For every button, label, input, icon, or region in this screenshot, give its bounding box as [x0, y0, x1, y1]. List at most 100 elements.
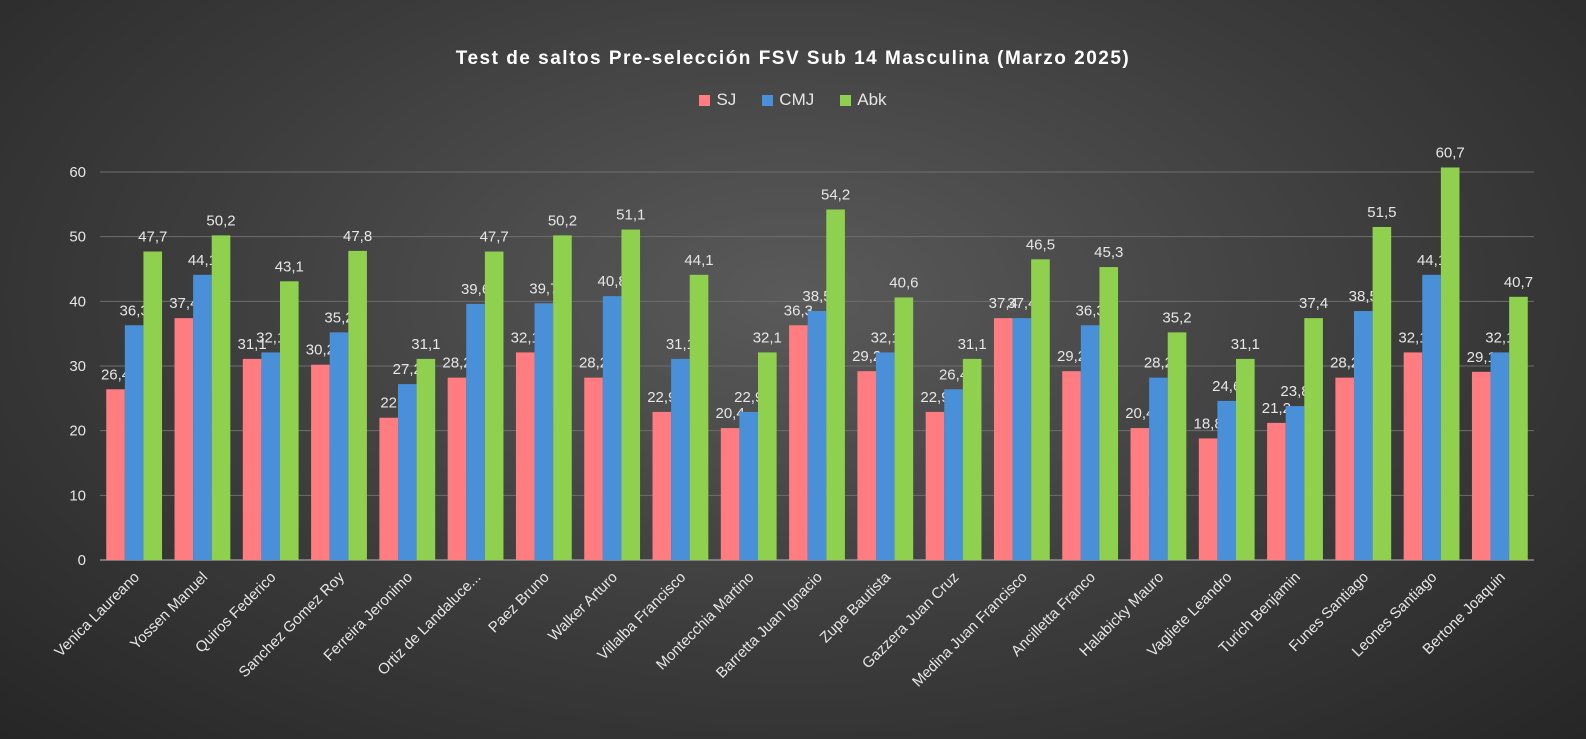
data-label-abk-18: 51,5: [1367, 204, 1396, 221]
x-tick-label-0: Venica Laureano: [51, 569, 143, 661]
bar-cmj-14[interactable]: [1080, 325, 1100, 560]
data-label-abk-3: 47,8: [343, 228, 372, 245]
bar-abk-20[interactable]: [1509, 296, 1528, 560]
bar-abk-18[interactable]: [1372, 226, 1392, 560]
bar-abk-12[interactable]: [962, 358, 982, 560]
data-label-abk-1: 50,2: [206, 212, 235, 229]
bar-abk-4[interactable]: [416, 358, 436, 560]
data-label-cmj-17: 23,8: [1280, 383, 1309, 400]
bar-sj-7[interactable]: [584, 377, 603, 560]
bar-cmj-16[interactable]: [1217, 400, 1237, 560]
bar-cmj-12[interactable]: [944, 389, 963, 560]
data-label-abk-8: 44,1: [684, 252, 713, 269]
legend-label-cmj: CMJ: [779, 90, 815, 109]
bar-sj-19[interactable]: [1403, 352, 1423, 560]
data-label-cmj-13: 37,4: [1007, 295, 1036, 312]
bar-cmj-17[interactable]: [1285, 406, 1305, 560]
bar-sj-2[interactable]: [242, 358, 262, 560]
bar-abk-14[interactable]: [1099, 267, 1119, 560]
bar-sj-1[interactable]: [174, 318, 194, 560]
legend-swatch-cmj: [762, 94, 774, 106]
bar-abk-19[interactable]: [1440, 167, 1460, 560]
data-label-sj-6: 32,1: [511, 329, 540, 346]
data-label-abk-20: 40,7: [1504, 274, 1533, 291]
bar-cmj-10[interactable]: [807, 311, 827, 560]
data-label-sj-11: 29,2: [852, 348, 881, 365]
bar-sj-5[interactable]: [447, 377, 467, 560]
bar-sj-13[interactable]: [993, 318, 1013, 560]
bar-sj-12[interactable]: [925, 411, 945, 560]
bar-cmj-13[interactable]: [1012, 318, 1032, 560]
bar-sj-15[interactable]: [1130, 428, 1150, 560]
bar-abk-8[interactable]: [689, 274, 709, 560]
bar-abk-3[interactable]: [348, 250, 367, 561]
bar-sj-17[interactable]: [1267, 422, 1286, 560]
bar-cmj-0[interactable]: [124, 325, 144, 560]
data-label-abk-14: 45,3: [1094, 244, 1123, 261]
bar-cmj-5[interactable]: [466, 303, 485, 560]
x-tick-label-13: Medina Juan Francisco: [909, 569, 1031, 691]
bar-sj-6[interactable]: [515, 352, 535, 560]
data-label-sj-1: 37,4: [169, 295, 198, 312]
bar-cmj-9[interactable]: [739, 411, 759, 560]
bar-cmj-20[interactable]: [1490, 352, 1510, 560]
bar-sj-9[interactable]: [720, 428, 740, 560]
bar-cmj-7[interactable]: [602, 296, 622, 560]
bar-sj-0[interactable]: [106, 389, 125, 560]
bar-abk-10[interactable]: [826, 209, 845, 561]
bar-abk-7[interactable]: [621, 229, 641, 560]
bar-abk-9[interactable]: [758, 352, 777, 560]
bar-sj-8[interactable]: [652, 411, 672, 560]
legend-item-abk[interactable]: Abk: [840, 90, 887, 110]
bar-cmj-18[interactable]: [1353, 311, 1373, 560]
data-label-cmj-4: 27,2: [393, 361, 422, 378]
data-label-sj-14: 29,2: [1057, 348, 1086, 365]
legend-item-sj[interactable]: SJ: [699, 90, 736, 110]
bar-abk-0[interactable]: [143, 251, 163, 561]
bar-cmj-11[interactable]: [875, 352, 895, 560]
bar-abk-5[interactable]: [484, 251, 504, 561]
legend-swatch-sj: [699, 94, 711, 106]
bar-abk-1[interactable]: [211, 235, 231, 560]
bar-sj-16[interactable]: [1198, 438, 1218, 560]
legend-label-sj: SJ: [716, 90, 737, 109]
bar-cmj-3[interactable]: [329, 332, 349, 560]
bar-abk-11[interactable]: [894, 297, 914, 560]
bar-abk-15[interactable]: [1167, 332, 1187, 560]
bar-sj-14[interactable]: [1062, 371, 1081, 560]
data-label-abk-9: 32,1: [753, 329, 782, 346]
data-label-sj-3: 30,2: [306, 342, 335, 359]
bar-cmj-1[interactable]: [193, 274, 212, 560]
bar-sj-11[interactable]: [857, 371, 876, 560]
bar-cmj-8[interactable]: [671, 358, 690, 560]
bar-abk-16[interactable]: [1236, 358, 1255, 560]
y-tick-label-40: 40: [69, 293, 86, 310]
bar-sj-18[interactable]: [1335, 377, 1354, 560]
bar-sj-4[interactable]: [379, 417, 398, 560]
bar-abk-2[interactable]: [280, 281, 299, 560]
bar-sj-10[interactable]: [789, 325, 808, 560]
bar-cmj-19[interactable]: [1422, 274, 1441, 560]
data-label-cmj-7: 40,8: [598, 273, 627, 290]
bar-cmj-2[interactable]: [261, 352, 281, 560]
data-label-sj-13: 37,4: [989, 295, 1018, 312]
bar-abk-17[interactable]: [1304, 318, 1323, 560]
data-label-sj-4: 22: [380, 395, 397, 412]
legend-item-cmj[interactable]: CMJ: [762, 90, 814, 110]
bar-abk-6[interactable]: [553, 235, 572, 560]
data-label-cmj-0: 36,3: [120, 302, 149, 319]
data-label-abk-11: 40,6: [889, 274, 918, 291]
data-label-sj-7: 28,2: [579, 355, 608, 372]
data-label-cmj-16: 24,6: [1212, 378, 1241, 395]
legend: SJ CMJ Abk: [0, 90, 1586, 110]
bar-cmj-15[interactable]: [1149, 377, 1168, 560]
data-label-abk-19: 60,7: [1436, 144, 1465, 161]
data-label-sj-8: 22,9: [647, 389, 676, 406]
bar-sj-20[interactable]: [1471, 371, 1491, 560]
bar-cmj-6[interactable]: [534, 303, 554, 560]
bar-abk-13[interactable]: [1031, 259, 1050, 560]
data-label-sj-9: 20,4: [716, 405, 745, 422]
bar-sj-3[interactable]: [311, 364, 330, 560]
bar-cmj-4[interactable]: [397, 384, 417, 560]
